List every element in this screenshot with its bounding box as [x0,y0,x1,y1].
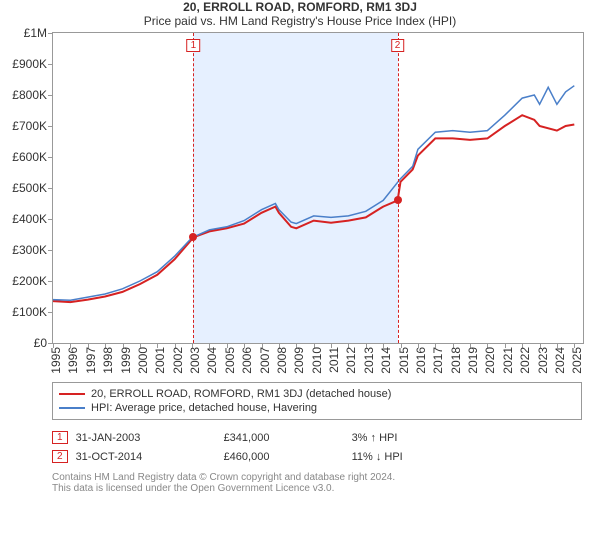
xtick-label: 2001 [153,347,167,374]
ytick-label: £800K [12,88,53,102]
xtick-label: 2013 [362,347,376,374]
event-hpi: 3% ↑ HPI [352,432,492,444]
ytick-label: £100K [12,305,53,319]
legend-label: HPI: Average price, detached house, Have… [91,402,317,414]
event-date: 31-OCT-2014 [76,451,216,463]
xtick-label: 2021 [501,347,515,374]
xtick-label: 2008 [275,347,289,374]
sale-point [189,233,197,241]
xtick-label: 1995 [49,347,63,374]
chart-title: 20, ERROLL ROAD, ROMFORD, RM1 3DJ [0,0,600,14]
xtick-label: 2018 [449,347,463,374]
xtick-label: 2012 [344,347,358,374]
legend-swatch [59,407,85,409]
xtick-label: 2006 [240,347,254,374]
event-date: 31-JAN-2003 [76,432,216,444]
event-line [398,33,399,343]
ytick-label: £500K [12,181,53,195]
xtick-label: 2009 [292,347,306,374]
event-badge: 1 [52,431,68,444]
event-marker: 1 [187,39,201,52]
ytick-label: £600K [12,150,53,164]
legend-row: 20, ERROLL ROAD, ROMFORD, RM1 3DJ (detac… [59,387,575,401]
event-badge: 2 [52,450,68,463]
events-table: 1 31-JAN-2003 £341,000 3% ↑ HPI 2 31-OCT-2014… [52,428,600,466]
legend-swatch [59,393,85,395]
xtick-label: 1998 [101,347,115,374]
xtick-label: 2005 [223,347,237,374]
ytick-label: £700K [12,119,53,133]
xtick-label: 1996 [66,347,80,374]
event-price: £460,000 [224,451,344,463]
xtick-label: 2015 [397,347,411,374]
event-line [193,33,194,343]
chart-lines [53,33,583,343]
legend-row: HPI: Average price, detached house, Have… [59,401,575,415]
event-hpi: 11% ↓ HPI [352,451,492,463]
xtick-label: 2019 [466,347,480,374]
event-row: 2 31-OCT-2014 £460,000 11% ↓ HPI [52,447,600,466]
xtick-label: 1999 [119,347,133,374]
legend-label: 20, ERROLL ROAD, ROMFORD, RM1 3DJ (detac… [91,388,391,400]
xtick-label: 2007 [258,347,272,374]
chart-legend: 20, ERROLL ROAD, ROMFORD, RM1 3DJ (detac… [52,382,582,420]
chart-plot: £0£100K£200K£300K£400K£500K£600K£700K£80… [52,32,584,344]
event-marker: 2 [391,39,405,52]
xtick-label: 2003 [188,347,202,374]
xtick-label: 2022 [518,347,532,374]
chart-subtitle: Price paid vs. HM Land Registry's House … [0,14,600,28]
ytick-label: £1M [24,26,53,40]
ytick-label: £200K [12,274,53,288]
ytick-label: £900K [12,57,53,71]
xtick-label: 2010 [310,347,324,374]
xtick-label: 2014 [379,347,393,374]
xtick-label: 2004 [205,347,219,374]
chart-area: £0£100K£200K£300K£400K£500K£600K£700K£80… [52,32,590,344]
xtick-label: 2023 [536,347,550,374]
xtick-label: 1997 [84,347,98,374]
sale-point [394,196,402,204]
ytick-label: £400K [12,212,53,226]
ytick-label: £300K [12,243,53,257]
event-row: 1 31-JAN-2003 £341,000 3% ↑ HPI [52,428,600,447]
xtick-label: 2024 [553,347,567,374]
series-line-hpi [53,86,574,301]
xtick-label: 2000 [136,347,150,374]
chart-footer: Contains HM Land Registry data © Crown c… [52,472,590,494]
footer-line-1: Contains HM Land Registry data © Crown c… [52,472,590,483]
xtick-label: 2002 [171,347,185,374]
xtick-label: 2020 [483,347,497,374]
xtick-label: 2016 [414,347,428,374]
series-line-property [53,115,574,302]
xtick-label: 2017 [431,347,445,374]
footer-line-2: This data is licensed under the Open Gov… [52,483,590,494]
event-price: £341,000 [224,432,344,444]
xtick-label: 2011 [327,347,341,373]
xtick-label: 2025 [570,347,584,374]
